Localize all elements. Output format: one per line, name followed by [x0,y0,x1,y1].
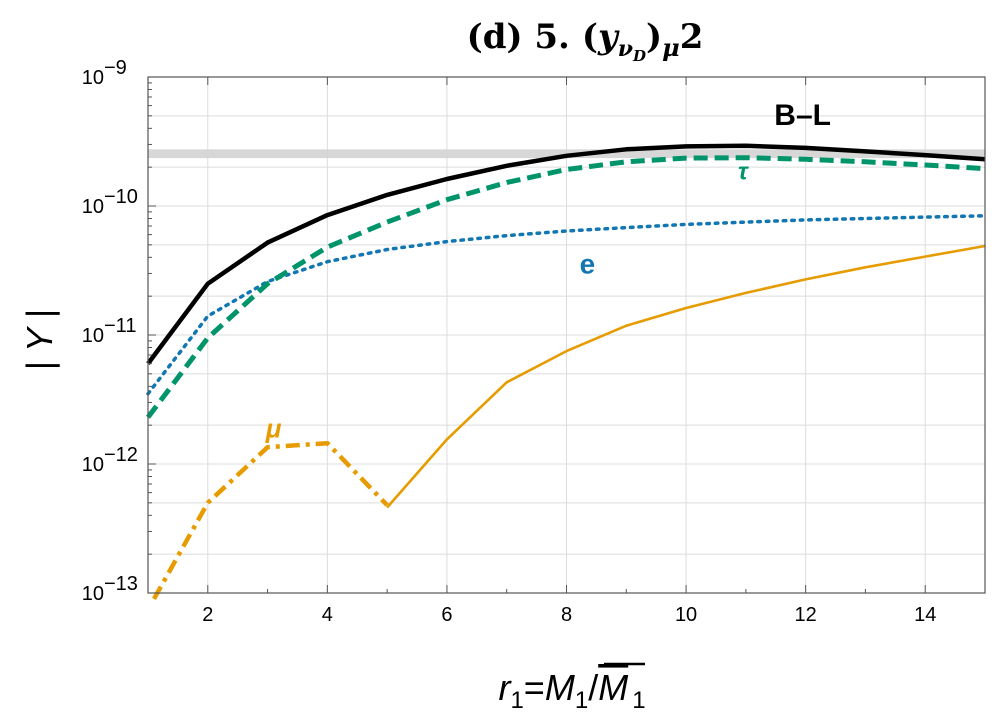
grid [148,77,985,593]
y-tick-label: 10 [82,325,104,347]
series-annotation-label: τ [738,159,749,186]
y-tick-label: 10 [82,583,104,605]
x-tick-label: 12 [795,604,817,626]
series-annotation-label: B–L [774,99,831,132]
y-tick-exponent: −11 [104,315,136,337]
y-tick-label: 10 [82,196,104,218]
series-group [146,143,987,600]
series-line-dashed [146,155,986,419]
x-tick-label: 6 [441,604,452,626]
x-tick-label: 2 [202,604,213,626]
y-tick-exponent: −9 [104,57,127,79]
chart-title: (d) 5. (yνD)μ2 [467,17,704,65]
y-tick-label: 10 [82,454,104,476]
x-tick-label: 8 [561,604,572,626]
x-tick-label: 10 [675,604,697,626]
y-tick-exponent: −13 [104,573,138,595]
annotations: B–L τ e μ [265,99,831,444]
series-line-solid-thin [386,244,986,509]
series-annotation-label: e [580,248,596,279]
series-line-dotted [146,214,987,396]
x-tick-label: 4 [322,604,333,626]
x-tick-label: 14 [914,604,936,626]
series-annotation-label: μ [265,414,282,444]
series-line-solid-thick [146,143,986,365]
x-ticks: 2 4 6 8 10 12 14 [147,77,986,626]
y-tick-exponent: −12 [104,444,138,466]
y-tick-exponent: −10 [104,186,138,208]
series-line-dash-dot [152,440,389,600]
x-axis-label: r1=M1/M 1 [498,667,645,713]
y-tick-label: 10 [82,67,104,89]
y-axis-label: | Y | [19,309,60,370]
